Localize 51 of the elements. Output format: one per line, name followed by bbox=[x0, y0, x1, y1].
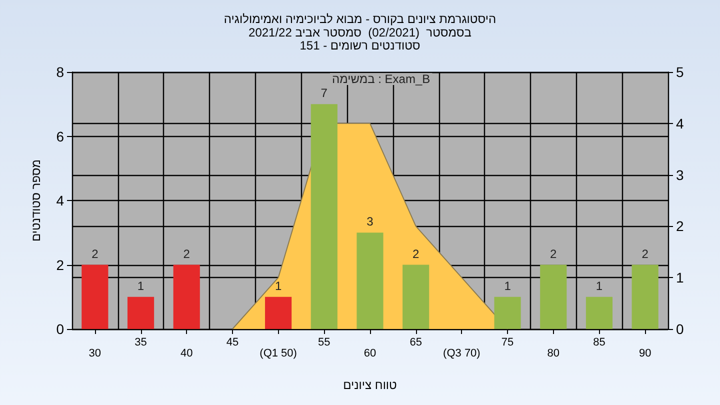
x-axis-title: טווח ציונים bbox=[343, 378, 398, 392]
y2-tick-label: 4 bbox=[676, 115, 684, 132]
data-label: 2 bbox=[642, 246, 649, 261]
bar bbox=[127, 296, 154, 329]
bar bbox=[173, 264, 200, 329]
x-tick-label: (Q1 50) bbox=[260, 348, 297, 360]
bar bbox=[586, 296, 613, 329]
chart-title: היסטוגרמת ציונים בקורס - מבוא לביוכימיה ואמימולוגיה bbox=[224, 12, 496, 26]
chart-subtitle: בסמסטר (02/2021) סמסטר אביב 2021/22 סטודנטים רשומים - 151 bbox=[248, 26, 472, 52]
y2-tick-label: 1 bbox=[676, 270, 684, 286]
y2-tick-label: 2 bbox=[676, 218, 684, 234]
y-tick-label: 2 bbox=[56, 256, 64, 273]
data-label: 1 bbox=[504, 278, 512, 293]
data-label: 2 bbox=[183, 246, 190, 261]
bar bbox=[82, 264, 108, 329]
data-label: 1 bbox=[596, 278, 603, 293]
bar bbox=[402, 264, 430, 329]
x-tick-label: (Q3 70) bbox=[443, 348, 480, 360]
y-tick-label: 0 bbox=[56, 321, 64, 337]
data-label: 1 bbox=[137, 278, 144, 293]
x-tick-label: 90 bbox=[638, 348, 652, 360]
bar bbox=[356, 232, 384, 329]
y2-tick-label: 5 bbox=[676, 64, 684, 80]
x-tick-label: 65 bbox=[410, 336, 422, 348]
y2-tick-label: 3 bbox=[676, 166, 684, 183]
data-label: 2 bbox=[550, 246, 558, 261]
bar bbox=[494, 296, 521, 329]
data-label: 1 bbox=[274, 278, 282, 293]
x-tick-label: 60 bbox=[364, 348, 376, 360]
x-tick-label: 75 bbox=[501, 336, 514, 348]
bar bbox=[310, 104, 338, 329]
x-tick-label: 55 bbox=[318, 336, 330, 348]
x-tick-label: 40 bbox=[180, 348, 193, 360]
x-tick-label: 45 bbox=[226, 336, 239, 348]
bar bbox=[540, 264, 567, 329]
data-label: 3 bbox=[366, 214, 374, 229]
data-label: 2 bbox=[412, 246, 420, 261]
data-label: 7 bbox=[320, 86, 328, 100]
x-tick-label: 85 bbox=[593, 336, 606, 348]
y2-tick-label: 0 bbox=[676, 321, 684, 337]
bar bbox=[265, 296, 292, 329]
y-tick-label: 8 bbox=[56, 64, 64, 80]
x-tick-label: 80 bbox=[547, 348, 560, 360]
x-tick-label: 35 bbox=[134, 336, 147, 348]
y-tick-label: 4 bbox=[56, 192, 64, 208]
data-label: 2 bbox=[92, 246, 99, 261]
bar bbox=[632, 264, 658, 329]
y-axis-title: מספר סטודנטים bbox=[29, 159, 43, 242]
y-tick-label: 6 bbox=[56, 128, 64, 144]
x-tick-label: 30 bbox=[88, 348, 102, 360]
annotation: במשימה : Exam_B bbox=[332, 72, 430, 86]
